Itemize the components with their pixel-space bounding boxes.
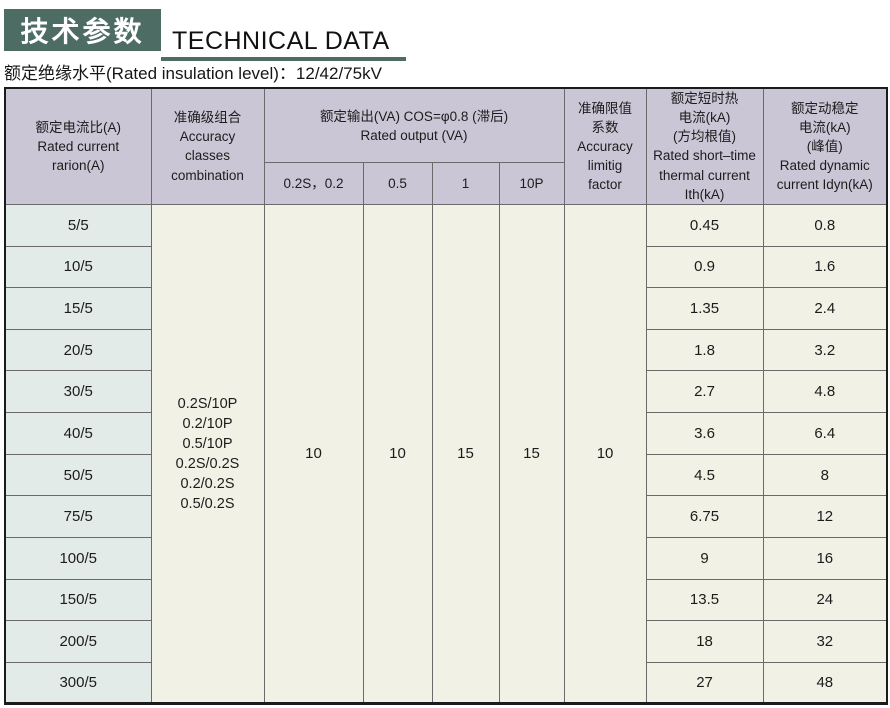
table-row: 5/5 0.2S/10P 0.2/10P 0.5/10P 0.2S/0.2S 0… <box>4 203 888 705</box>
section-title-zh: 技术参数 <box>4 9 161 51</box>
table-row: 50/5 4.5 8 <box>4 453 888 497</box>
ratio-cell: 10/5 <box>4 245 152 289</box>
table-row: 20/5 1.8 3.2 <box>4 328 888 372</box>
technical-data-table: 额定电流比(A) Rated current rarion(A) 准确级组合 A… <box>4 87 889 706</box>
table-row: 200/5 18 32 <box>4 620 888 663</box>
dynamic-current-cell: 1.6 <box>762 245 888 289</box>
subheader-output-class-2: 1 <box>431 162 500 205</box>
dynamic-current-cell: 2.4 <box>762 287 888 330</box>
ratio-cell: 30/5 <box>4 370 152 414</box>
thermal-current-cell: 27 <box>645 661 764 705</box>
thermal-current-cell: 1.8 <box>645 328 764 372</box>
ratio-cell: 15/5 <box>4 287 152 330</box>
dynamic-current-cell: 48 <box>762 661 888 705</box>
dynamic-current-cell: 8 <box>762 453 888 497</box>
thermal-current-cell: 0.45 <box>645 203 764 247</box>
thermal-current-cell: 4.5 <box>645 453 764 497</box>
thermal-current-cell: 3.6 <box>645 412 764 455</box>
subheader-output-class-1: 0.5 <box>362 162 433 205</box>
dynamic-current-cell: 4.8 <box>762 370 888 414</box>
table-row: 15/5 1.35 2.4 <box>4 287 888 330</box>
subheader-output-class-3: 10P <box>498 162 565 205</box>
header-rated-output: 额定输出(VA) COS=φ0.8 (滞后) Rated output (VA) <box>263 87 565 164</box>
output-value-cell-3: 15 <box>498 203 565 705</box>
combo-line: 0.5/0.2S <box>180 495 235 512</box>
thermal-current-cell: 2.7 <box>645 370 764 414</box>
table-row: 100/5 9 16 <box>4 536 888 580</box>
thermal-current-cell: 0.9 <box>645 245 764 289</box>
dynamic-current-cell: 6.4 <box>762 412 888 455</box>
subheader-output-class-0: 0.2S，0.2 <box>263 162 364 205</box>
dynamic-current-cell: 16 <box>762 536 888 580</box>
section-title-en: TECHNICAL DATA <box>161 12 406 61</box>
ratio-cell: 50/5 <box>4 453 152 497</box>
ratio-cell: 300/5 <box>4 661 152 705</box>
table-row: 10/5 0.9 1.6 <box>4 245 888 289</box>
output-value-cell-1: 10 <box>362 203 433 705</box>
header-thermal-current: 额定短时热 电流(kA) (方均根值) Rated short–time the… <box>645 87 764 205</box>
table-row: 300/5 27 48 <box>4 661 888 705</box>
header-dynamic-current: 额定动稳定 电流(kA) (峰值) Rated dynamic current … <box>762 87 888 205</box>
ratio-cell: 150/5 <box>4 578 152 622</box>
thermal-current-cell: 18 <box>645 620 764 663</box>
thermal-current-cell: 9 <box>645 536 764 580</box>
dynamic-current-cell: 24 <box>762 578 888 622</box>
dynamic-current-cell: 12 <box>762 495 888 538</box>
combo-line: 0.5/10P <box>182 435 233 452</box>
thermal-current-cell: 1.35 <box>645 287 764 330</box>
thermal-current-cell: 13.5 <box>645 578 764 622</box>
thermal-current-cell: 6.75 <box>645 495 764 538</box>
header-rated-current-ratio: 额定电流比(A) Rated current rarion(A) <box>4 87 152 205</box>
accuracy-combinations-cell: 0.2S/10P 0.2/10P 0.5/10P 0.2S/0.2S 0.2/0… <box>150 203 265 705</box>
section-title-en-text: TECHNICAL DATA <box>172 27 390 55</box>
ratio-cell: 200/5 <box>4 620 152 663</box>
section-title-zh-text: 技术参数 <box>20 16 145 47</box>
table-row: 30/5 2.7 4.8 <box>4 370 888 414</box>
output-value-cell-0: 10 <box>263 203 364 705</box>
dynamic-current-cell: 3.2 <box>762 328 888 372</box>
ratio-cell: 40/5 <box>4 412 152 455</box>
insulation-level-subtitle: 额定绝缘水平(Rated insulation level)：12/42/75k… <box>4 64 382 83</box>
table-row: 40/5 3.6 6.4 <box>4 412 888 455</box>
ratio-cell: 75/5 <box>4 495 152 538</box>
combo-line: 0.2S/10P <box>177 395 238 412</box>
table-row: 150/5 13.5 24 <box>4 578 888 622</box>
combo-line: 0.2/10P <box>182 415 233 432</box>
accuracy-limit-value-cell: 10 <box>563 203 647 705</box>
ratio-cell: 5/5 <box>4 203 152 247</box>
table-row: 75/5 6.75 12 <box>4 495 888 538</box>
dynamic-current-cell: 0.8 <box>762 203 888 247</box>
combo-line: 0.2S/0.2S <box>175 455 240 472</box>
ratio-cell: 20/5 <box>4 328 152 372</box>
header-accuracy-limit-factor: 准确限值 系数 Accuracy limitig factor <box>563 87 647 205</box>
header-accuracy-classes: 准确级组合 Accuracy classes combination <box>150 87 265 205</box>
ratio-cell: 100/5 <box>4 536 152 580</box>
dynamic-current-cell: 32 <box>762 620 888 663</box>
output-value-cell-2: 15 <box>431 203 500 705</box>
combo-line: 0.2/0.2S <box>180 475 235 492</box>
